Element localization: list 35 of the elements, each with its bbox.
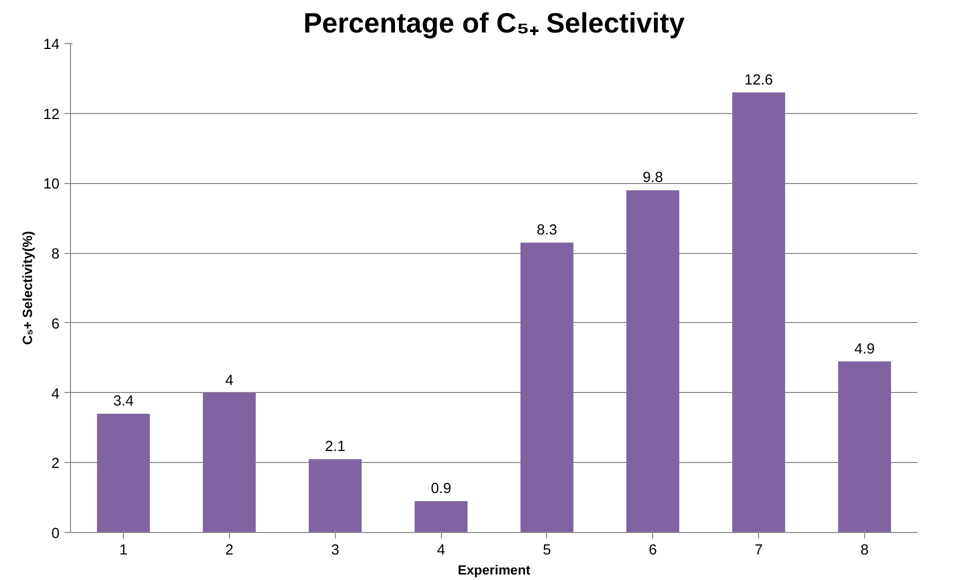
y-axis-title: C₅+ Selectivity(%): [20, 231, 36, 345]
x-tick-label: 1: [119, 542, 128, 558]
y-tick-label: 8: [51, 246, 60, 263]
bar: [414, 501, 468, 532]
x-tick-label: 8: [860, 542, 869, 558]
bar: [732, 92, 786, 532]
y-tick-label: 0: [51, 526, 60, 542]
x-tick-label: 7: [754, 542, 763, 558]
x-tick-label: 4: [436, 542, 446, 558]
bar: [202, 392, 256, 532]
bar: [308, 459, 362, 532]
x-axis-title: Experiment: [458, 562, 531, 578]
data-label: 4: [225, 372, 234, 389]
y-tick-label: 6: [51, 316, 60, 332]
data-label: 0.9: [430, 481, 452, 498]
bar: [626, 190, 680, 532]
y-tick-label: 4: [51, 386, 60, 402]
data-label: 9.8: [642, 170, 663, 186]
chart-title: Percentage of C₅₊ Selectivity: [303, 8, 686, 38]
x-tick-label: 6: [648, 542, 657, 558]
y-tick-label: 10: [43, 176, 60, 193]
bar: [96, 414, 150, 532]
y-tick-label: 12: [43, 106, 60, 123]
x-tick-label: 3: [331, 542, 340, 558]
data-label: 2.1: [325, 439, 346, 456]
y-tick-label: 2: [51, 456, 60, 472]
data-label: 3.4: [113, 394, 134, 410]
x-tick-label: 5: [542, 542, 552, 558]
data-label: 12.6: [744, 72, 773, 88]
bar: [838, 361, 892, 532]
data-label: 8.3: [536, 222, 558, 239]
bar: [520, 242, 574, 532]
y-tick-label: 14: [43, 37, 60, 53]
data-label: 4.9: [854, 341, 875, 358]
x-tick-label: 2: [225, 542, 234, 558]
